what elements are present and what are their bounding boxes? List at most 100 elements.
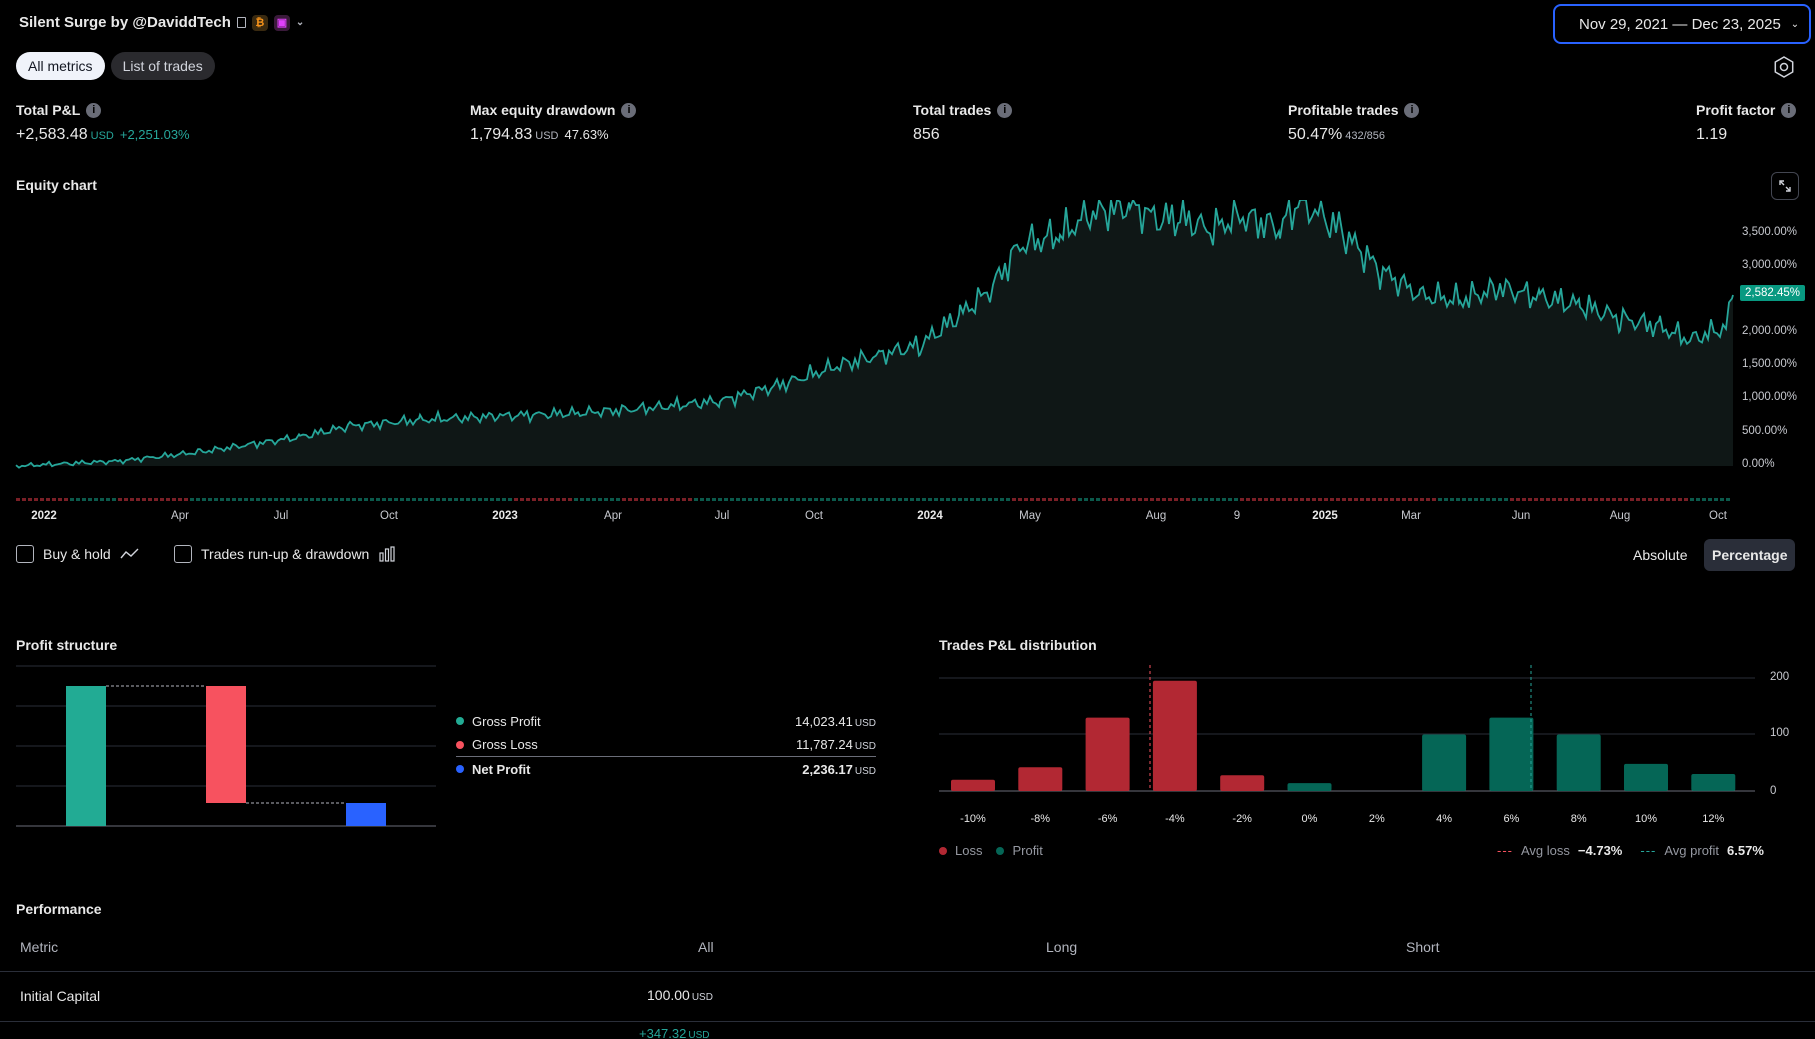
distribution-bars xyxy=(951,680,1736,792)
trade-segment xyxy=(304,498,308,501)
trade-segment xyxy=(274,498,278,501)
tab-all-metrics[interactable]: All metrics xyxy=(16,52,105,80)
trade-segment xyxy=(358,498,362,501)
checkbox-box[interactable] xyxy=(16,545,34,563)
equity-chart[interactable] xyxy=(0,200,1740,510)
trade-segment xyxy=(1216,498,1220,501)
x-tick: Jul xyxy=(714,510,730,522)
x-tick: 10% xyxy=(1634,813,1658,825)
trade-segment xyxy=(178,498,182,501)
legend-dot xyxy=(939,846,947,855)
legend-label: Gross Loss xyxy=(472,737,538,752)
distribution-bar[interactable] xyxy=(1624,763,1668,791)
copy-icon[interactable] xyxy=(236,17,246,28)
trade-segment xyxy=(1678,498,1682,501)
trade-segment xyxy=(1126,498,1130,501)
trade-segment xyxy=(1654,498,1658,501)
trade-segment xyxy=(262,498,266,501)
trade-segment xyxy=(790,498,794,501)
trade-segment xyxy=(1624,498,1628,501)
expand-chart-button[interactable] xyxy=(1771,172,1799,200)
calendar-badge-icon: ▣ xyxy=(273,14,290,31)
trade-segment xyxy=(988,498,992,501)
gross-profit-bar[interactable] xyxy=(66,686,106,826)
distribution-bar[interactable] xyxy=(1220,775,1265,791)
trade-segment xyxy=(280,498,284,501)
trade-segment xyxy=(640,498,644,501)
trade-segment xyxy=(1630,498,1634,501)
trade-segment xyxy=(658,498,662,501)
distribution-bar[interactable] xyxy=(1152,680,1197,791)
gross-loss-bar[interactable] xyxy=(206,686,246,803)
chevron-down-icon[interactable]: ⌄ xyxy=(295,17,305,28)
row-all: 100.00 USD xyxy=(647,987,713,1003)
trade-segment xyxy=(994,498,998,501)
trade-segment xyxy=(598,498,602,501)
dash-icon: --- xyxy=(1497,843,1513,858)
trade-segment xyxy=(502,498,506,501)
trade-segment xyxy=(550,498,554,501)
net-profit-bar[interactable] xyxy=(346,803,386,826)
info-icon[interactable]: i xyxy=(1781,102,1797,118)
info-icon[interactable]: i xyxy=(997,102,1013,118)
metric-label: Max equity drawdown xyxy=(470,102,616,118)
trade-segment xyxy=(1114,498,1118,501)
trade-segment xyxy=(616,498,620,501)
trade-segment xyxy=(1288,498,1292,501)
distribution-bar[interactable] xyxy=(1691,774,1736,791)
strategy-title[interactable]: Silent Surge by @DaviddTech ₿ ▣ ⌄ xyxy=(19,14,304,31)
x-tick: 2025 xyxy=(1312,510,1338,522)
info-icon[interactable]: i xyxy=(1404,102,1420,118)
trade-segment xyxy=(1138,498,1142,501)
distribution-bar[interactable] xyxy=(1556,734,1601,792)
trade-segment xyxy=(148,498,152,501)
row-value: +347.32 xyxy=(639,1026,687,1039)
distribution-bar[interactable] xyxy=(1085,717,1130,791)
distribution-bar[interactable] xyxy=(1287,783,1332,791)
mode-percentage-button[interactable]: Percentage xyxy=(1704,539,1796,571)
checkbox-box[interactable] xyxy=(174,545,192,563)
tab-list-of-trades[interactable]: List of trades xyxy=(110,52,215,80)
trade-segment xyxy=(514,498,518,501)
metric-profit-factor: Profit factor i 1.19 xyxy=(1696,102,1797,144)
distribution-bar[interactable] xyxy=(1018,767,1063,791)
trade-segment xyxy=(1468,498,1472,501)
distribution-bar[interactable] xyxy=(1422,734,1467,792)
distribution-chart[interactable] xyxy=(939,660,1759,795)
trade-segment xyxy=(352,498,356,501)
distribution-legend: Loss Profit xyxy=(939,843,1043,858)
trade-segment xyxy=(1222,498,1226,501)
trade-segment xyxy=(676,498,680,501)
mode-absolute-button[interactable]: Absolute xyxy=(1633,547,1688,563)
trade-segment xyxy=(220,498,224,501)
trade-segment xyxy=(1258,498,1262,501)
trade-segment xyxy=(1426,498,1430,501)
trade-segment xyxy=(1072,498,1076,501)
trade-segment xyxy=(1450,498,1454,501)
equity-chart-title: Equity chart xyxy=(16,177,97,193)
distribution-bar[interactable] xyxy=(1489,717,1534,791)
buy-hold-checkbox[interactable]: Buy & hold xyxy=(16,545,140,563)
trade-segment xyxy=(268,498,272,501)
legend-gross-loss: Gross Loss 11,787.24 USD xyxy=(456,733,876,757)
distribution-bar[interactable] xyxy=(951,779,995,791)
info-icon[interactable]: i xyxy=(86,102,102,118)
trade-segment xyxy=(772,498,776,501)
trade-segment xyxy=(112,498,116,501)
x-tick: 2024 xyxy=(917,510,943,522)
trade-segment xyxy=(286,498,290,501)
trade-segment xyxy=(1228,498,1232,501)
trade-segment xyxy=(88,498,92,501)
info-icon[interactable]: i xyxy=(621,102,637,118)
trade-segment xyxy=(1174,498,1178,501)
row-value: 100.00 xyxy=(647,987,690,1003)
trade-segment xyxy=(166,498,170,501)
trade-segment xyxy=(574,498,578,501)
trade-segment xyxy=(1384,498,1388,501)
runup-drawdown-checkbox[interactable]: Trades run-up & drawdown xyxy=(174,545,396,563)
performance-title: Performance xyxy=(16,901,102,917)
trade-segment xyxy=(544,498,548,501)
settings-icon[interactable] xyxy=(1772,55,1796,79)
date-range-button[interactable]: Nov 29, 2021 — Dec 23, 2025 ⌄ xyxy=(1553,4,1811,44)
trade-segment xyxy=(424,498,428,501)
